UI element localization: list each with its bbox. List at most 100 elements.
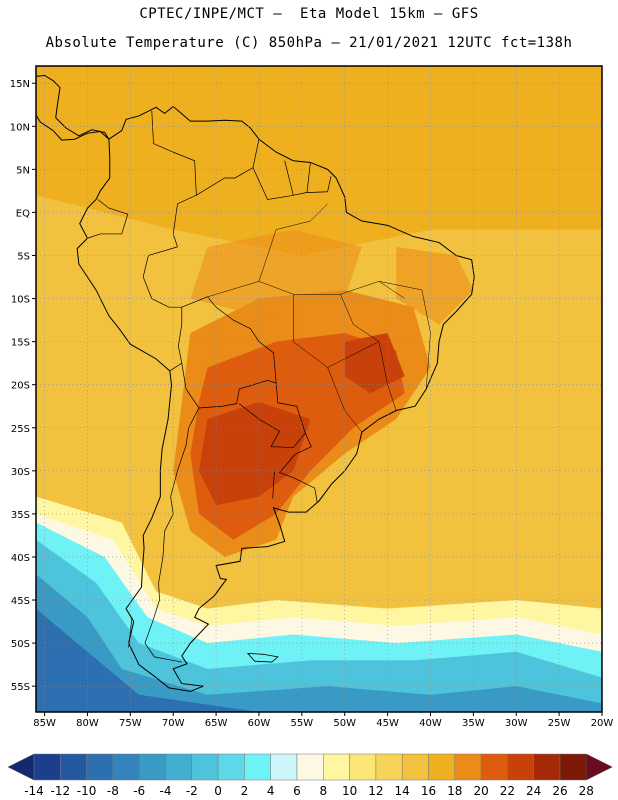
- lat-tick-label: 50S: [11, 639, 30, 650]
- field-cold-band4: [36, 608, 259, 712]
- lat-tick-label: 20S: [11, 381, 30, 392]
- colorbar-box: [244, 753, 271, 781]
- colorbar-boxes: [7, 753, 613, 781]
- lon-tick-label: 75W: [119, 718, 142, 729]
- chart-title-line1: CPTEC/INPE/MCT – Eta Model 15km – GFS: [139, 6, 479, 22]
- colorbar-box: [507, 753, 534, 781]
- lon-tick-label: 60W: [248, 718, 271, 729]
- lat-tick-label: 55S: [11, 682, 30, 693]
- colorbar-label: 22: [500, 784, 515, 798]
- colorbar-label: 28: [579, 784, 594, 798]
- colorbar-box: [191, 753, 219, 781]
- colorbar-label: 20: [473, 784, 488, 798]
- lon-tick-label: 55W: [291, 718, 314, 729]
- colorbar-label: -12: [50, 784, 70, 798]
- lon-tick-label: 65W: [205, 718, 228, 729]
- colorbar-arrow-right: [586, 753, 613, 781]
- lon-tick-label: 50W: [333, 718, 356, 729]
- border-line-0: [151, 110, 197, 247]
- colorbar-box: [375, 753, 403, 781]
- lat-tick-label: 5S: [17, 251, 30, 262]
- colorbar-box: [60, 753, 87, 781]
- field-cold-band2: [36, 539, 602, 712]
- colorbar-label: 10: [342, 784, 357, 798]
- colorbar-box: [296, 753, 324, 781]
- border-line-4: [306, 162, 311, 193]
- border-line-8: [239, 382, 306, 448]
- field-hot-spot-brazil: [344, 333, 405, 394]
- colorbar-box: [33, 753, 61, 781]
- lat-tick-label: EQ: [16, 208, 30, 219]
- colorbar-box: [86, 753, 114, 781]
- lat-tick-label: 35S: [11, 510, 30, 521]
- lat-tick-label: 15N: [10, 79, 30, 90]
- border-line-5: [142, 246, 183, 372]
- lon-tick-label: 85W: [33, 718, 56, 729]
- lat-tick-label: 10N: [10, 122, 30, 133]
- lat-tick-label: 45S: [11, 596, 30, 607]
- colorbar-label: 24: [526, 784, 541, 798]
- colorbar-label: 14: [395, 784, 410, 798]
- border-line-9: [278, 432, 318, 503]
- chart-title-line2: Absolute Temperature (C) 850hPa – 21/01/…: [45, 35, 573, 51]
- border-line-12: [128, 617, 133, 648]
- border-line-3: [284, 160, 294, 196]
- state-line-4: [378, 281, 431, 390]
- colorbar-label: 18: [447, 784, 462, 798]
- lon-tick-label: 30W: [505, 718, 528, 729]
- colorbar-labels: -14 -12 -10 -8 -6 -4 -2 0 2 4 6 8 10 12 14 16 18 20 22 24 26…: [24, 784, 594, 798]
- border-line-11: [144, 407, 200, 663]
- colorbar-label: 12: [368, 784, 383, 798]
- lat-tick-label: 15S: [11, 338, 30, 349]
- state-line-5: [327, 341, 380, 368]
- temperature-field: [36, 66, 602, 712]
- state-line-1: [258, 203, 328, 282]
- colorbar-box: [428, 753, 456, 781]
- colorbar-box: [323, 753, 350, 781]
- colorbar-label: 16: [421, 784, 436, 798]
- colorbar-arrow-left: [7, 753, 35, 781]
- lon-tick-label: 45W: [376, 718, 399, 729]
- colorbar-box: [112, 753, 140, 781]
- colorbar-box: [270, 753, 298, 781]
- colorbar-box: [401, 753, 429, 781]
- colorbar-label: -10: [77, 784, 97, 798]
- colorbar-label: 4: [267, 784, 275, 798]
- colorbar-label: 0: [214, 784, 222, 798]
- field-hottest-core: [198, 401, 311, 506]
- field-layers: [36, 66, 602, 712]
- lon-tick-label: 25W: [548, 718, 571, 729]
- lat-tick-label: 30S: [11, 467, 30, 478]
- colorbar-label: -6: [133, 784, 145, 798]
- colorbar-box: [454, 753, 482, 781]
- colorbar-label: -2: [186, 784, 198, 798]
- colorbar-label: 8: [319, 784, 327, 798]
- field-tropics: [36, 66, 602, 256]
- lat-tick-label: 25S: [11, 424, 30, 435]
- colorbar-box: [165, 753, 193, 781]
- lat-tick-label: 5N: [16, 165, 30, 176]
- border-line-6: [87, 199, 129, 239]
- lat-tick-label: 40S: [11, 553, 30, 564]
- colorbar-label: 2: [241, 784, 249, 798]
- lon-tick-label: 80W: [76, 718, 99, 729]
- central-america-coastline: [35, 74, 110, 141]
- lon-tick-label: 20W: [591, 718, 614, 729]
- falkland-islands: [246, 652, 279, 663]
- colorbar-label: 6: [293, 784, 301, 798]
- coastlines-borders: [35, 74, 475, 692]
- map-frame: [35, 65, 603, 713]
- colorbar-box: [559, 753, 587, 781]
- colorbar-box: [480, 753, 508, 781]
- south-america-coastline: [76, 105, 475, 692]
- colorbar-box: [533, 753, 561, 781]
- lat-tick-label: 10S: [11, 295, 30, 306]
- colorbar-label: -8: [107, 784, 119, 798]
- colorbar-label: 26: [552, 784, 567, 798]
- colorbar-box: [349, 753, 377, 781]
- state-line-0: [207, 281, 405, 299]
- border-line-2: [252, 167, 332, 200]
- colorbar-box: [217, 753, 245, 781]
- colorbar-box: [138, 753, 166, 781]
